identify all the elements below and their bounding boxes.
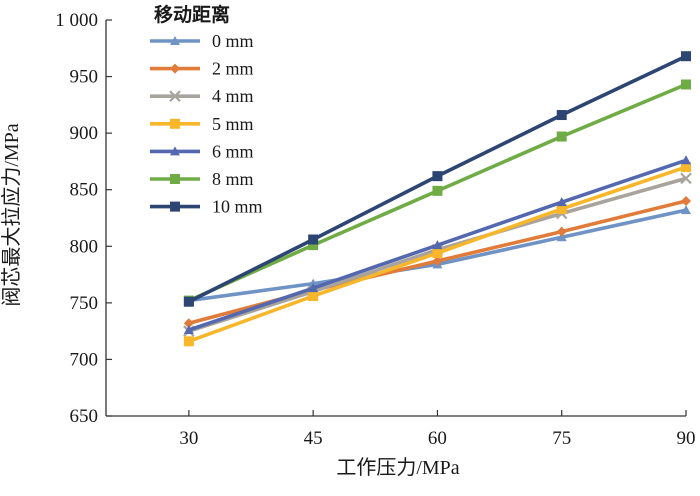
legend-label: 10 mm <box>212 197 263 217</box>
legend-swatch-marker <box>170 63 180 74</box>
legend-label: 4 mm <box>212 86 254 106</box>
data-point <box>681 205 691 215</box>
legend-swatch-marker <box>170 201 180 212</box>
legend-label: 8 mm <box>212 169 254 189</box>
x-tick-label: 30 <box>179 428 198 449</box>
legend-swatch-marker <box>170 36 180 45</box>
data-point <box>183 318 194 329</box>
data-point <box>308 234 319 245</box>
y-tick-label: 650 <box>70 406 99 427</box>
data-point <box>681 155 691 165</box>
data-point <box>681 51 691 62</box>
data-point <box>308 283 319 293</box>
data-point <box>681 162 691 173</box>
data-point <box>556 232 567 242</box>
legend-swatch-marker <box>169 90 181 102</box>
x-tick-label: 60 <box>428 428 447 449</box>
x-tick-label: 45 <box>304 428 323 449</box>
data-point <box>183 296 194 307</box>
legend-label: 0 mm <box>212 31 254 51</box>
x-tick-label: 90 <box>677 428 696 449</box>
legend: 移动距离 0 mm 2 mm 4 mm 5 mm 6 mm 8 mm 10 mm <box>150 3 263 217</box>
y-tick-label: 700 <box>70 349 99 370</box>
x-tick-label: 75 <box>552 428 571 449</box>
data-point <box>432 185 443 196</box>
data-point <box>556 203 567 214</box>
data-point <box>680 172 692 185</box>
data-point <box>556 197 567 207</box>
y-tick-label: 900 <box>70 123 99 144</box>
data-point <box>308 240 319 251</box>
legend-label: 5 mm <box>212 114 254 134</box>
data-point <box>556 110 567 121</box>
chart-axes: 650 700 750 800 850 900 950 1 000 30 45 60 75 90 <box>55 10 695 449</box>
y-tick-label: 950 <box>70 67 99 88</box>
data-point <box>432 255 443 266</box>
data-point <box>432 240 443 250</box>
plot-area <box>183 51 692 347</box>
y-tick-label: 850 <box>70 180 99 201</box>
legend-swatch-marker <box>170 118 180 129</box>
y-tick-label: 1 000 <box>55 10 98 31</box>
data-point <box>308 278 319 288</box>
legend-swatch-marker <box>170 146 180 156</box>
data-point <box>556 226 567 237</box>
legend-label: 6 mm <box>212 141 254 161</box>
legend-label: 2 mm <box>212 59 254 79</box>
data-point <box>556 131 567 142</box>
data-point <box>681 196 691 207</box>
data-point <box>183 336 194 347</box>
y-axis-title: 阀芯最大拉应力/MPa <box>0 123 23 306</box>
y-tick-label: 750 <box>70 293 99 314</box>
legend-swatch-marker <box>170 174 180 184</box>
data-point <box>432 171 443 182</box>
data-point <box>681 79 691 90</box>
x-axis-title: 工作压力/MPa <box>336 456 459 479</box>
data-point <box>183 325 194 335</box>
data-point <box>308 291 319 302</box>
y-tick-label: 800 <box>70 236 99 257</box>
legend-title: 移动距离 <box>154 3 230 26</box>
data-point <box>432 248 443 259</box>
